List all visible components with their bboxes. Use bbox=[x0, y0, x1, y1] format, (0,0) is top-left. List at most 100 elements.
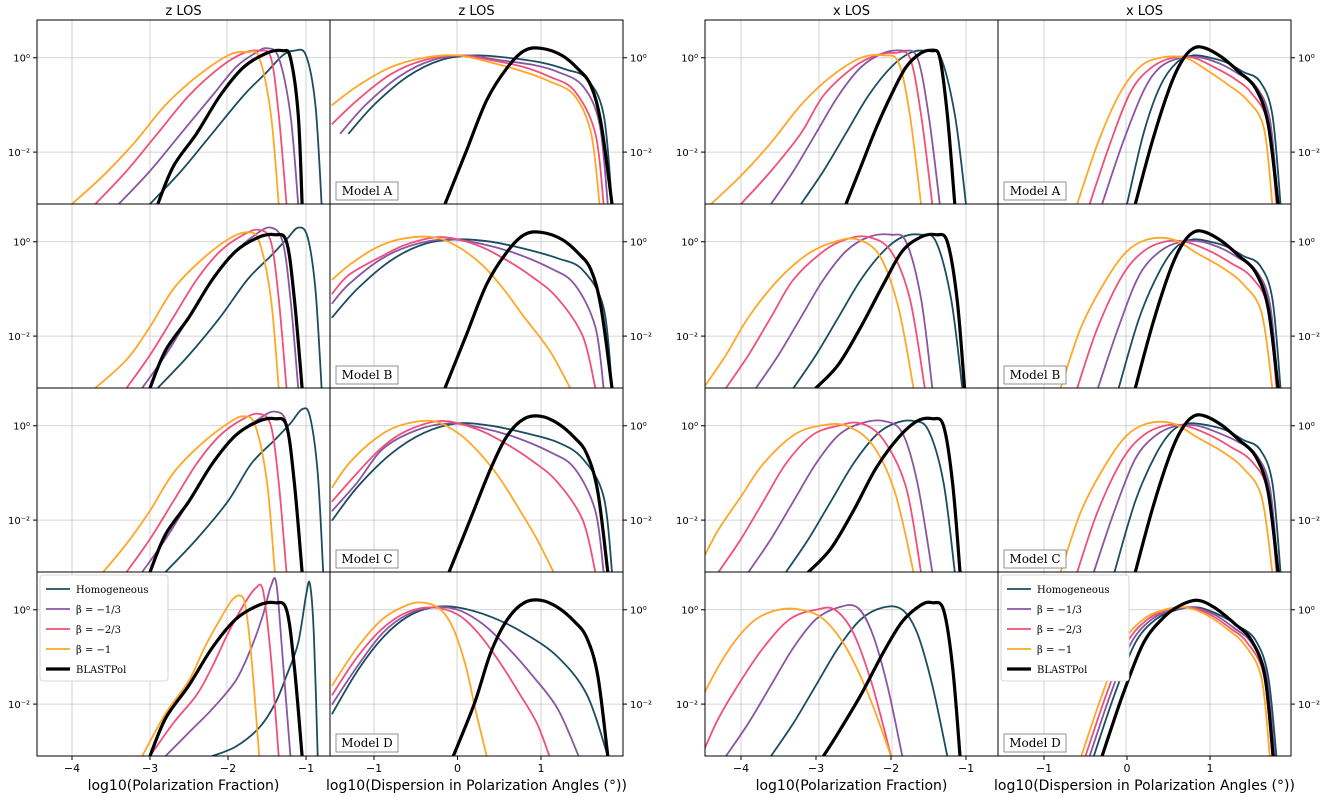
series-line-beta-minus-1 bbox=[705, 423, 915, 572]
series-line-beta-minus-2-3 bbox=[717, 421, 922, 572]
panel-frame bbox=[36, 19, 331, 205]
legend-entry-beta-minus-1: β = −1 bbox=[1037, 645, 1072, 656]
series-line-blastpol bbox=[844, 48, 957, 204]
x-los-legend: Homogeneous β = −1/3 β = −2/3 β = −1 BLASTPo… bbox=[1000, 574, 1130, 682]
ytick-label: 10⁻² bbox=[630, 700, 652, 711]
x-los-model-a-left-panel: 10⁰ 10⁻² bbox=[676, 19, 999, 205]
series-line-beta-minus-2-3 bbox=[331, 236, 597, 388]
xtick-label: −2 bbox=[883, 762, 899, 775]
series-line-homogeneous bbox=[164, 407, 325, 572]
ytick-label: 10⁻² bbox=[8, 700, 30, 711]
xtick-label: −3 bbox=[808, 762, 824, 775]
z-los-legend: Homogeneous β = −1/3 β = −2/3 β = −1 BLASTPo… bbox=[39, 574, 169, 682]
series-line-beta-minus-1-3 bbox=[331, 606, 580, 756]
ytick-label: 10⁻² bbox=[676, 516, 698, 527]
model-label-box bbox=[1003, 365, 1067, 385]
legend-entry-blastpol: BLASTPol bbox=[76, 665, 126, 676]
ytick-label: 10⁰ bbox=[681, 422, 698, 433]
series-line-homogeneous bbox=[1126, 54, 1282, 204]
z-los-model-d-right-panel: 10⁰ 10⁻² Model D −1 0 1 bbox=[329, 571, 652, 775]
series-line-beta-minus-1-3 bbox=[755, 233, 934, 388]
panel-frame bbox=[36, 387, 331, 573]
ytick-label: 10⁰ bbox=[1298, 422, 1315, 433]
series-line-beta-minus-1 bbox=[705, 607, 892, 756]
series-line-beta-minus-1 bbox=[141, 594, 261, 756]
ytick-label: 10⁻² bbox=[8, 332, 30, 343]
xtick-label: −2 bbox=[220, 762, 236, 775]
x-los-model-c-left-panel: 10⁰ 10⁻² bbox=[676, 387, 999, 573]
series-line-beta-minus-2-3 bbox=[705, 606, 892, 756]
ytick-label: 10⁰ bbox=[13, 238, 30, 249]
z-los-model-b-left-panel: 10⁰ 10⁻² bbox=[8, 203, 331, 389]
series-line-homogeneous bbox=[1113, 422, 1282, 572]
series-line-homogeneous bbox=[770, 605, 949, 756]
ytick-label: 10⁰ bbox=[681, 238, 698, 249]
series-line-beta-minus-1-3 bbox=[747, 419, 934, 572]
model-label-box bbox=[335, 549, 399, 569]
ytick-label: 10⁰ bbox=[13, 422, 30, 433]
series-line-beta-minus-2-3 bbox=[740, 50, 934, 204]
series-line-beta-minus-1-3 bbox=[770, 49, 941, 204]
model-label: Model C bbox=[1009, 552, 1060, 566]
model-label: Model D bbox=[1009, 736, 1061, 750]
series-line-homogeneous bbox=[331, 605, 609, 756]
series-line-beta-minus-1-3 bbox=[1092, 423, 1279, 572]
model-label-box bbox=[335, 181, 399, 201]
x-los-title-fraction: x LOS bbox=[833, 4, 870, 19]
legend-entry-beta-minus-2-3: β = −2/3 bbox=[76, 625, 121, 636]
xtick-label: 1 bbox=[538, 762, 545, 775]
series-line-beta-minus-1-3 bbox=[1097, 239, 1279, 388]
series-line-beta-minus-1-3 bbox=[339, 54, 609, 204]
series-line-beta-minus-2-3 bbox=[331, 54, 605, 204]
ytick-label: 10⁰ bbox=[681, 606, 698, 617]
ytick-label: 10⁰ bbox=[13, 54, 30, 65]
x-axis-label: log10(Dispersion in Polarization Angles … bbox=[994, 778, 1295, 794]
series-line-blastpol bbox=[156, 48, 304, 204]
series-line-homogeneous bbox=[331, 238, 613, 388]
series-line-beta-minus-1-3 bbox=[331, 422, 605, 572]
ytick-label: 10⁻² bbox=[1298, 700, 1320, 711]
series-line-beta-minus-1-3 bbox=[1101, 55, 1279, 204]
series-line-beta-minus-1 bbox=[1059, 420, 1274, 572]
series-line-beta-minus-2-3 bbox=[125, 228, 288, 388]
series-line-blastpol bbox=[148, 416, 304, 572]
model-label: Model A bbox=[1010, 184, 1061, 198]
series-line-beta-minus-1 bbox=[331, 54, 601, 204]
x-axis-label: log10(Polarization Fraction) bbox=[88, 778, 280, 794]
series-line-beta-minus-1 bbox=[102, 415, 276, 572]
series-line-beta-minus-1-3 bbox=[141, 226, 300, 388]
model-label-box bbox=[1003, 181, 1067, 201]
ytick-label: 10⁻² bbox=[630, 148, 652, 159]
model-label: Model B bbox=[1010, 368, 1061, 382]
panel-frame bbox=[704, 571, 999, 757]
xtick-label: −4 bbox=[64, 762, 80, 775]
series-line-beta-minus-2-3 bbox=[1088, 55, 1278, 204]
ytick-label: 10⁰ bbox=[630, 422, 647, 433]
series-line-beta-minus-1-3 bbox=[117, 47, 300, 204]
ytick-label: 10⁻² bbox=[676, 148, 698, 159]
xtick-label: 0 bbox=[454, 762, 461, 775]
x-los-model-b-right-panel: 10⁰ 10⁻² Model B bbox=[997, 203, 1320, 389]
ytick-label: 10⁻² bbox=[8, 516, 30, 527]
panel-frame bbox=[997, 19, 1292, 205]
series-line-homogeneous bbox=[800, 48, 967, 204]
legend-entry-homogeneous: Homogeneous bbox=[76, 585, 149, 596]
z-los-model-a-right-panel: 10⁰ 10⁻² Model A bbox=[329, 19, 652, 205]
ytick-label: 10⁻² bbox=[676, 700, 698, 711]
series-line-blastpol bbox=[451, 598, 610, 756]
series-line-homogeneous bbox=[156, 226, 323, 388]
x-axis-label: log10(Polarization Fraction) bbox=[756, 778, 948, 794]
x-axis-label: log10(Dispersion in Polarization Angles … bbox=[326, 778, 627, 794]
ytick-label: 10⁰ bbox=[13, 606, 30, 617]
z-los-model-c-left-panel: 10⁰ 10⁻² bbox=[8, 387, 331, 573]
legend-box bbox=[39, 574, 169, 682]
legend-entry-beta-minus-1: β = −1 bbox=[76, 645, 111, 656]
ytick-label: 10⁻² bbox=[1298, 332, 1320, 343]
series-line-homogeneous bbox=[1117, 238, 1282, 388]
model-label: Model D bbox=[341, 736, 393, 750]
series-line-beta-minus-1 bbox=[710, 53, 922, 204]
legend-entry-homogeneous: Homogeneous bbox=[1037, 585, 1110, 596]
